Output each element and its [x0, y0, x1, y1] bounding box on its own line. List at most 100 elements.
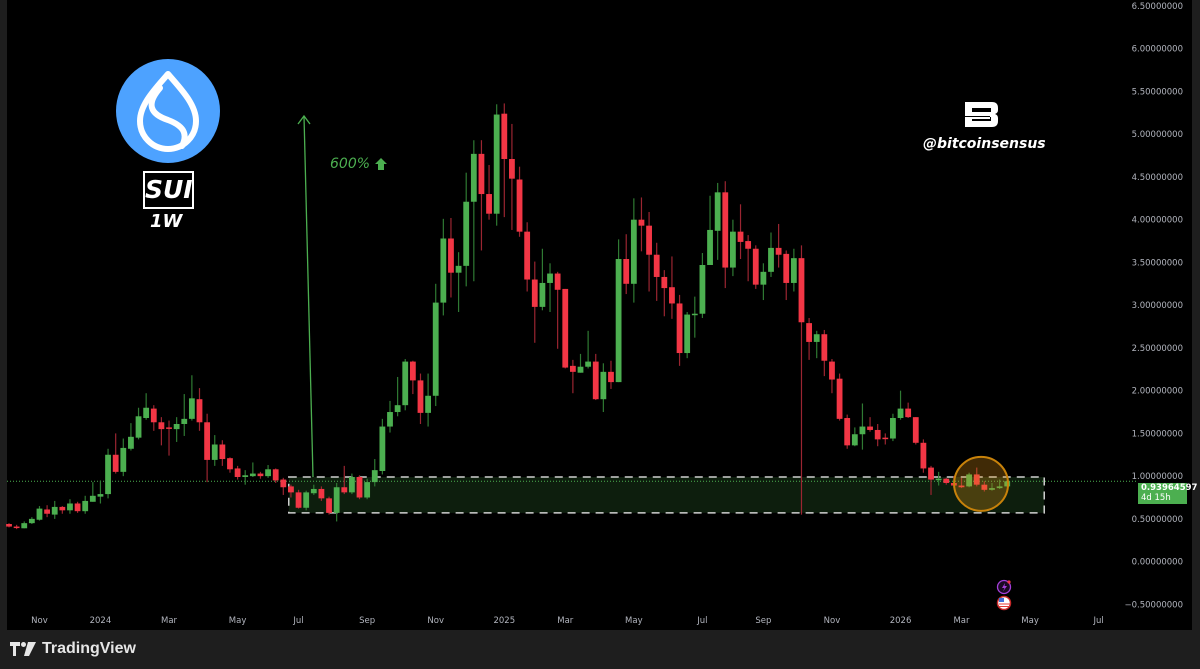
candle: [547, 263, 553, 313]
candle: [417, 373, 424, 424]
candle: [554, 271, 561, 349]
candle-body: [67, 503, 73, 511]
candle: [783, 250, 790, 301]
candle: [211, 435, 218, 466]
candle: [973, 467, 980, 487]
candle: [722, 181, 729, 289]
y-tick-label: 3.00000000: [1132, 301, 1183, 311]
candle: [821, 329, 828, 377]
y-tick-label: 6.00000000: [1132, 45, 1183, 55]
x-tick-label: 2024: [90, 616, 112, 626]
candle-body: [562, 288, 569, 368]
candle: [432, 283, 439, 407]
candle-body: [912, 417, 919, 443]
candle: [562, 288, 569, 369]
candle-body: [463, 201, 470, 266]
candle-body: [470, 153, 477, 202]
candle: [867, 417, 873, 432]
bitcoinsensus-logo-icon: [965, 102, 998, 127]
candle-body: [173, 423, 180, 430]
y-tick-label: 6.50000000: [1132, 2, 1183, 12]
support-zone-box[interactable]: [288, 476, 1045, 514]
candle: [524, 222, 531, 292]
timeframe-label: 1W: [150, 211, 183, 232]
candle: [402, 359, 409, 411]
candle-body: [996, 486, 1003, 489]
candle-body: [219, 444, 226, 460]
price-axis[interactable]: 6.50000000 6.00000000 5.50000000 5.00000000…: [1125, 2, 1184, 610]
y-tick-label: 1.00000000: [1132, 472, 1183, 482]
candle-body: [577, 366, 584, 373]
sui-logo-icon: [116, 59, 220, 163]
lightning-icon[interactable]: [996, 579, 1012, 595]
candle-body: [112, 454, 119, 472]
candle-body: [928, 467, 934, 480]
candle-body: [707, 229, 713, 265]
candle: [943, 477, 950, 485]
candle-body: [265, 469, 271, 477]
candle-body: [257, 473, 264, 477]
candle-body: [272, 469, 279, 481]
us-flag-icon[interactable]: [996, 595, 1012, 611]
arrow-up-icon: [375, 158, 387, 170]
candle-body: [120, 447, 127, 472]
candle-body: [973, 474, 980, 485]
candle: [478, 140, 485, 251]
candle-body: [249, 473, 256, 477]
candle: [569, 359, 576, 394]
candle-body: [74, 503, 81, 512]
candle-body: [531, 279, 538, 307]
candle-body: [661, 276, 668, 289]
candle: [440, 218, 447, 316]
candle: [13, 524, 20, 530]
tradingview-wordmark: TradingView: [42, 640, 136, 657]
gain-arrow-line[interactable]: [303, 115, 314, 478]
candle-body: [234, 468, 241, 477]
highlight-circle[interactable]: [953, 455, 1010, 512]
candle: [897, 390, 904, 420]
candle-body: [699, 264, 706, 314]
candle-body: [501, 113, 508, 159]
candle: [227, 457, 233, 473]
candle-body: [13, 526, 20, 529]
candle: [745, 235, 752, 282]
candle: [128, 423, 134, 451]
candle: [653, 242, 660, 301]
candle: [463, 172, 470, 287]
candle: [379, 418, 386, 475]
candle-body: [188, 398, 195, 419]
candle: [303, 490, 310, 511]
candle-body: [379, 426, 386, 472]
candle: [813, 330, 820, 359]
candle: [905, 402, 912, 419]
y-tick-label: 3.50000000: [1132, 258, 1183, 268]
candle-body: [882, 437, 889, 440]
candle: [577, 353, 584, 373]
candle-body: [768, 247, 774, 272]
candle: [356, 475, 363, 500]
time-axis[interactable]: Nov 2024 Mar May Jul Sep Nov 2025 Mar May Jul Sep No…: [31, 616, 1104, 626]
candle-body: [196, 399, 203, 423]
candle-body: [752, 248, 759, 285]
candle-body: [493, 114, 500, 214]
candle: [74, 501, 81, 513]
tradingview-footer[interactable]: TradingView: [10, 640, 136, 658]
candle-body: [745, 241, 752, 249]
x-tick-label: Nov: [31, 616, 48, 626]
candle-body: [387, 412, 393, 427]
candle: [196, 388, 203, 431]
candle-body: [150, 408, 157, 423]
candle: [150, 405, 157, 431]
candle-body: [97, 494, 104, 497]
candle-body: [867, 426, 873, 430]
x-tick-label: Sep: [755, 616, 771, 626]
candle-body: [608, 371, 614, 383]
candle: [646, 211, 652, 292]
candle-body: [638, 219, 645, 226]
y-tick-label: 1.50000000: [1132, 429, 1183, 439]
candle: [851, 427, 858, 447]
candle: [158, 417, 165, 446]
candle-body: [478, 153, 485, 195]
candle-body: [630, 219, 637, 284]
